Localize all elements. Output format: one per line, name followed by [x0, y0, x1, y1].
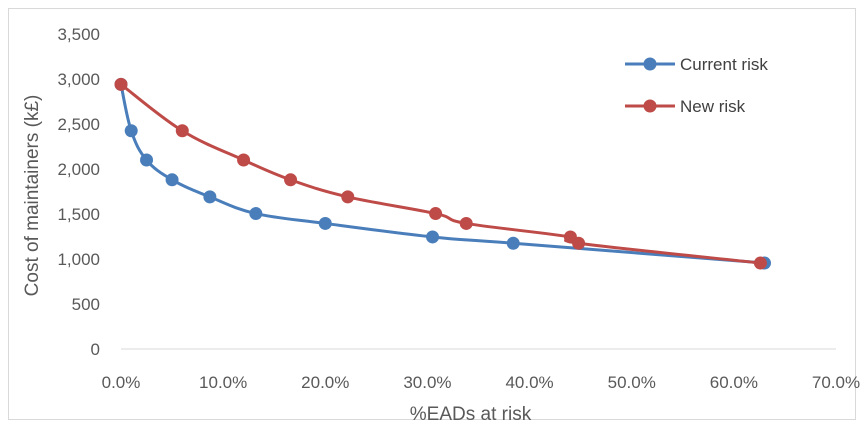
- data-point: [284, 173, 298, 187]
- legend-item: New risk: [625, 97, 746, 116]
- data-point: [506, 236, 520, 250]
- y-tick-label: 500: [72, 295, 100, 314]
- y-tick-label: 2,500: [57, 115, 100, 134]
- y-tick-label: 1,000: [57, 250, 100, 269]
- data-point: [175, 124, 189, 138]
- y-tick-label: 0: [91, 340, 100, 359]
- x-tick-label: 70.0%: [812, 373, 860, 392]
- data-point: [318, 216, 332, 230]
- data-point: [124, 124, 138, 138]
- data-point: [459, 216, 473, 230]
- data-point: [429, 207, 443, 221]
- series-line: [120, 83, 761, 265]
- data-point: [572, 236, 586, 250]
- series-new-risk: [114, 77, 767, 270]
- data-point: [426, 230, 440, 244]
- data-point: [753, 256, 767, 270]
- x-tick-label: 10.0%: [199, 373, 247, 392]
- axes: 0 500 1,000 1,500 2,000 2,500 3,000 3,500 0.0% 10…: [57, 25, 860, 392]
- x-tick-label: 60.0%: [710, 373, 758, 392]
- series-current-risk: [114, 77, 771, 270]
- y-tick-label: 2,000: [57, 160, 100, 179]
- x-tick-label: 30.0%: [403, 373, 451, 392]
- y-axis-title: Cost of maintainers (k£): [22, 95, 43, 297]
- y-tick-label: 3,500: [57, 25, 100, 44]
- data-point: [140, 153, 154, 167]
- x-tick-label: 0.0%: [102, 373, 141, 392]
- data-point: [114, 77, 128, 91]
- series-line: [119, 84, 765, 265]
- legend-marker: [643, 57, 657, 71]
- x-tick-label: 40.0%: [505, 373, 553, 392]
- legend-item: Current risk: [625, 55, 768, 74]
- legend-label: New risk: [680, 97, 746, 116]
- legend: Current risk New risk: [625, 55, 768, 116]
- data-point: [237, 153, 251, 167]
- data-point: [341, 190, 355, 204]
- x-axis-title: %EADs at risk: [410, 404, 532, 425]
- x-tick-label: 20.0%: [301, 373, 349, 392]
- y-tick-label: 1,500: [57, 205, 100, 224]
- series-layer: [114, 77, 771, 270]
- x-tick-label: 50.0%: [608, 373, 656, 392]
- y-tick-label: 3,000: [57, 70, 100, 89]
- legend-marker: [643, 99, 657, 113]
- data-point: [203, 190, 217, 204]
- legend-label: Current risk: [680, 55, 768, 74]
- data-point: [165, 173, 179, 187]
- data-point: [249, 207, 263, 221]
